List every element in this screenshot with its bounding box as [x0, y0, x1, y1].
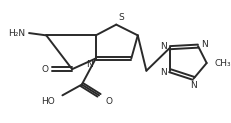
Text: N: N [160, 68, 166, 77]
Text: N: N [160, 42, 166, 51]
Text: O: O [106, 97, 113, 106]
Text: N: N [201, 40, 208, 49]
Text: N: N [86, 60, 93, 69]
Text: CH₃: CH₃ [214, 59, 231, 68]
Text: HO: HO [41, 97, 55, 106]
Text: H₂N: H₂N [8, 29, 25, 38]
Text: N: N [190, 81, 197, 90]
Text: S: S [119, 13, 124, 22]
Text: O: O [41, 65, 49, 74]
